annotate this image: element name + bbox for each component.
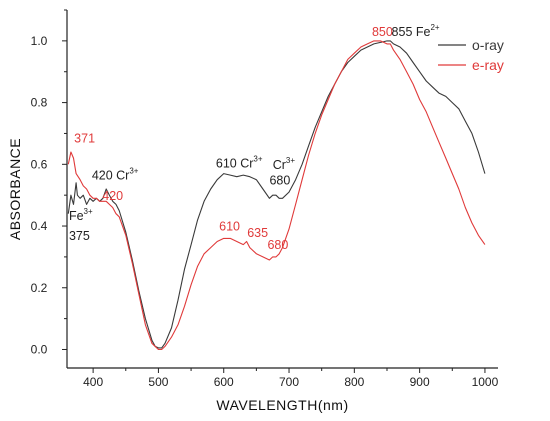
legend-label: o-ray — [472, 37, 504, 53]
y-tick-label: 0.6 — [31, 157, 48, 171]
x-tick-label: 800 — [344, 375, 364, 389]
y-axis-label: ABSORBANCE — [7, 138, 23, 240]
x-tick-label: 400 — [83, 375, 103, 389]
x-tick-label: 1000 — [472, 375, 499, 389]
x-tick-label: 700 — [279, 375, 299, 389]
legend-label: e-ray — [472, 57, 504, 73]
peak-annotation: 371 — [74, 132, 95, 146]
x-tick-label: 900 — [410, 375, 430, 389]
peak-annotation: 680 — [269, 173, 290, 187]
peak-annotation: 610 Cr3+ — [216, 154, 263, 170]
peak-annotation: Fe3+ — [69, 207, 93, 223]
peak-annotation: 610 — [219, 220, 240, 234]
y-tick-label: 0.2 — [31, 281, 48, 295]
y-tick-label: 1.0 — [31, 34, 48, 48]
chart-axes — [66, 10, 498, 369]
peak-annotation: 635 — [247, 226, 268, 240]
chart-series — [67, 40, 486, 351]
peak-annotation: 420 — [102, 189, 123, 203]
x-axis-label: WAVELENGTH(nm) — [216, 397, 348, 413]
series-line-e-ray — [67, 40, 486, 351]
peak-annotation: 420 Cr3+ — [92, 167, 139, 183]
x-tick-label: 500 — [148, 375, 168, 389]
peak-annotation: 855 Fe2+ — [392, 23, 440, 39]
y-tick-label: 0.8 — [31, 96, 48, 110]
chart-ticks: 400 500 600 700 800 900 1000 0.0 0.2 0.4 0.6 0.8 1.0 — [31, 9, 499, 389]
peak-annotation: 680 — [267, 238, 288, 252]
y-tick-label: 0.0 — [31, 342, 48, 356]
peak-annotation: 850 — [372, 25, 393, 39]
x-tick-label: 600 — [214, 375, 234, 389]
y-tick-label: 0.4 — [31, 219, 48, 233]
chart-legend: o-ray e-ray — [438, 37, 504, 73]
peak-annotation: 375 — [69, 229, 90, 243]
series-line-o-ray — [67, 40, 486, 349]
peak-annotation: Cr3+ — [273, 156, 296, 172]
